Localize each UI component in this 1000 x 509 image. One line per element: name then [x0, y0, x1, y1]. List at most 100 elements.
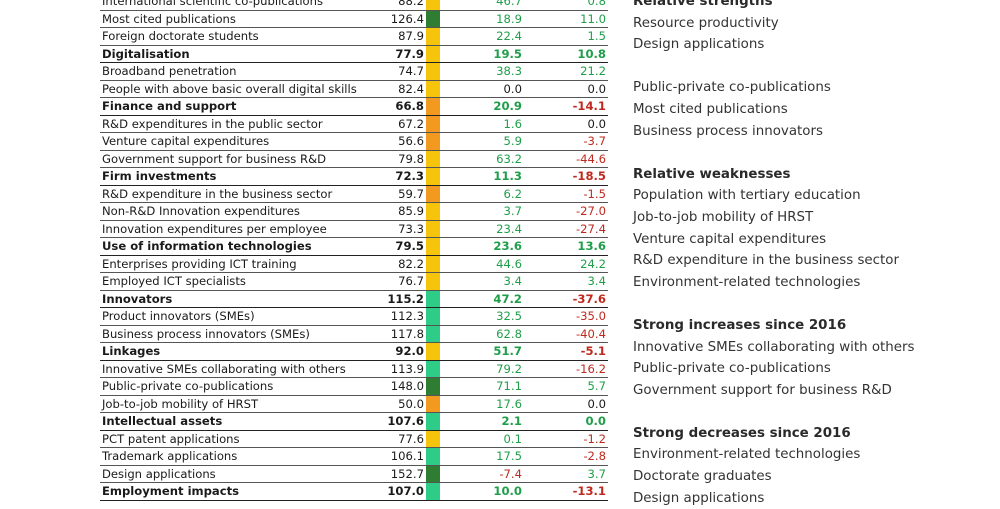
change-value-1: 3.4: [440, 272, 524, 291]
change-value-1: 19.5: [440, 45, 524, 63]
indicator-score: 112.3: [370, 307, 426, 326]
change-value-1: 0.0: [440, 80, 524, 98]
change-value-2: -13.1: [524, 482, 608, 501]
performance-color-bar: [426, 307, 440, 326]
change-value-2: 24.2: [524, 255, 608, 273]
indicator-name: Use of information technologies: [100, 237, 370, 256]
performance-color-bar: [426, 27, 440, 46]
change-value-2: 11.0: [524, 10, 608, 28]
table-row: Business process innovators (SMEs) 117.8 6…: [100, 325, 608, 343]
indicator-score: 85.9: [370, 202, 426, 221]
change-value-2: -14.1: [524, 97, 608, 116]
table-row: Finance and support 66.8 20.9 -14.1: [100, 97, 608, 116]
performance-color-bar: [426, 237, 440, 256]
strength-item: Design applications: [633, 37, 765, 53]
change-value-1: 51.7: [440, 342, 524, 361]
indicator-name: Firm investments: [100, 167, 370, 186]
change-value-2: 13.6: [524, 237, 608, 256]
indicator-name: Enterprises providing ICT training: [100, 255, 370, 273]
indicator-name: Trademark applications: [100, 447, 370, 466]
change-value-1: 17.6: [440, 395, 524, 413]
indicator-name: Digitalisation: [100, 45, 370, 63]
weakness-item: Venture capital expenditures: [633, 231, 827, 247]
indicator-score: 82.4: [370, 80, 426, 98]
table-row: Trademark applications 106.1 17.5 -2.8: [100, 447, 608, 466]
indicator-name: PCT patent applications: [100, 430, 370, 448]
indicator-name: Most cited publications: [100, 10, 370, 28]
change-value-2: -37.6: [524, 290, 608, 308]
table-row: Most cited publications 126.4 18.9 11.0: [100, 10, 608, 28]
change-value-1: 6.2: [440, 185, 524, 203]
strength-item: Business process innovators: [633, 123, 823, 139]
change-value-2: -18.5: [524, 167, 608, 186]
performance-color-bar: [426, 202, 440, 221]
indicator-score: 74.7: [370, 62, 426, 81]
change-value-2: 21.2: [524, 62, 608, 81]
table-row: Product innovators (SMEs) 112.3 32.5 -35.0: [100, 307, 608, 326]
table-row: People with above basic overall digital …: [100, 80, 608, 98]
table-row: Enterprises providing ICT training 82.2 44…: [100, 255, 608, 273]
change-value-2: 0.0: [524, 412, 608, 431]
change-value-1: 47.2: [440, 290, 524, 308]
change-value-2: 0.0: [524, 115, 608, 133]
table-row: R&D expenditure in the business sector 59…: [100, 185, 608, 203]
change-value-2: -1.2: [524, 430, 608, 448]
indicator-name: Employed ICT specialists: [100, 272, 370, 291]
indicator-score: 77.6: [370, 430, 426, 448]
table-row: Public-private co-publications 148.0 71.1 5…: [100, 377, 608, 396]
indicator-name: Business process innovators (SMEs): [100, 325, 370, 343]
performance-color-bar: [426, 62, 440, 81]
indicator-name: Innovation expenditures per employee: [100, 220, 370, 238]
indicator-score: 56.6: [370, 132, 426, 151]
change-value-1: 32.5: [440, 307, 524, 326]
performance-color-bar: [426, 465, 440, 483]
change-value-2: 0.0: [524, 395, 608, 413]
indicator-score: 88.2: [370, 0, 426, 11]
change-value-1: 46.7: [440, 0, 524, 11]
indicator-name: Product innovators (SMEs): [100, 307, 370, 326]
change-value-1: 3.7: [440, 202, 524, 221]
change-value-1: 2.1: [440, 412, 524, 431]
change-value-1: 20.9: [440, 97, 524, 116]
indicator-score: 79.8: [370, 150, 426, 168]
indicator-name: R&D expenditure in the business sector: [100, 185, 370, 203]
table-row: Employment impacts 107.0 10.0 -13.1: [100, 482, 608, 501]
performance-color-bar: [426, 132, 440, 151]
table-row: Venture capital expenditures 56.6 5.9 -3.7: [100, 132, 608, 151]
weakness-item: R&D expenditure in the business sector: [633, 253, 899, 269]
table-row: Job-to-job mobility of HRST 50.0 17.6 0.0: [100, 395, 608, 413]
performance-color-bar: [426, 97, 440, 116]
decrease-item: Environment-related technologies: [633, 447, 861, 463]
indicator-score: 115.2: [370, 290, 426, 308]
performance-color-bar: [426, 430, 440, 448]
indicator-name: Employment impacts: [100, 482, 370, 501]
change-value-1: 0.1: [440, 430, 524, 448]
weaknesses-section: Relative weaknesses Population with tert…: [633, 164, 993, 294]
change-value-1: 71.1: [440, 377, 524, 396]
change-value-2: -27.0: [524, 202, 608, 221]
indicator-score: 77.9: [370, 45, 426, 63]
indicator-score: 107.0: [370, 482, 426, 501]
performance-color-bar: [426, 342, 440, 361]
indicator-score: 92.0: [370, 342, 426, 361]
change-value-1: 22.4: [440, 27, 524, 46]
performance-color-bar: [426, 220, 440, 238]
change-value-2: 5.7: [524, 377, 608, 396]
indicator-score: 152.7: [370, 465, 426, 483]
table-row: Digitalisation 77.9 19.5 10.8: [100, 45, 608, 63]
indicator-name: Non-R&D Innovation expenditures: [100, 202, 370, 221]
performance-color-bar: [426, 412, 440, 431]
performance-color-bar: [426, 290, 440, 308]
performance-color-bar: [426, 10, 440, 28]
table-row: R&D expenditures in the public sector 67.…: [100, 115, 608, 133]
performance-color-bar: [426, 395, 440, 413]
change-value-2: -16.2: [524, 360, 608, 378]
change-value-2: 1.5: [524, 27, 608, 46]
indicator-name: Innovative SMEs collaborating with other…: [100, 360, 370, 378]
indicator-name: Foreign doctorate students: [100, 27, 370, 46]
performance-color-bar: [426, 482, 440, 501]
strength-item: Resource productivity: [633, 15, 779, 31]
change-value-1: 79.2: [440, 360, 524, 378]
indicator-score: 106.1: [370, 447, 426, 466]
performance-color-bar: [426, 255, 440, 273]
